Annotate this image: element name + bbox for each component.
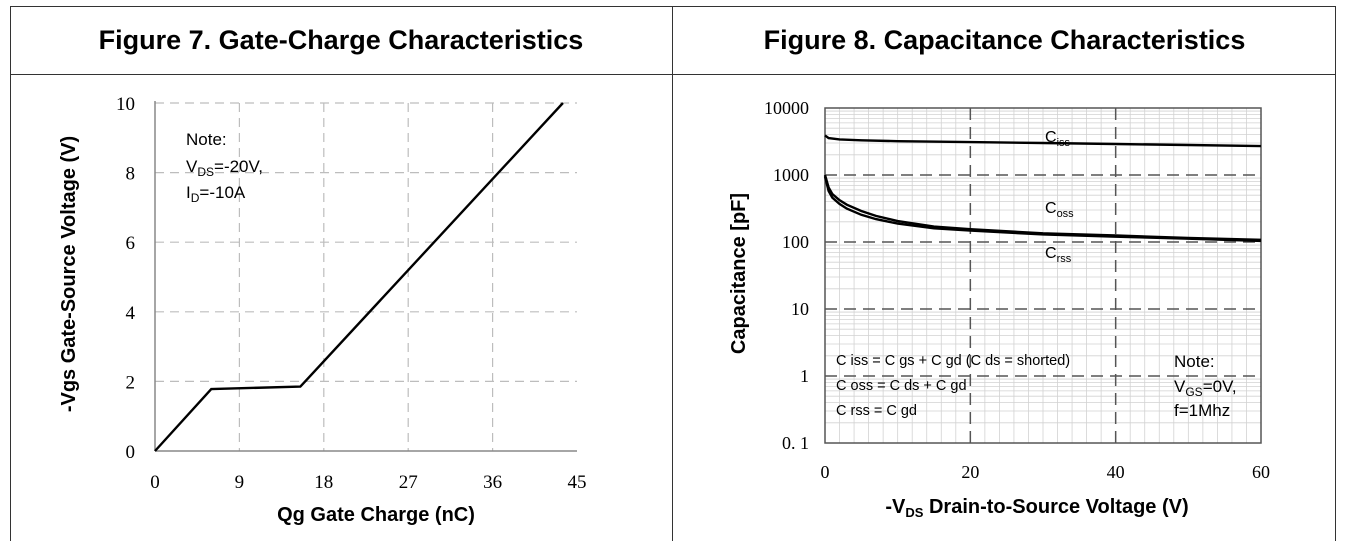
fig8-note-vgs: VGS=0V,: [1174, 377, 1237, 399]
fig8-series-line-iss: [824, 134, 1262, 148]
fig7-x-tick-label: 0: [150, 472, 160, 493]
figure-8-title: Figure 8. Capacitance Characteristics: [763, 24, 1246, 55]
fig8-y-tick-label: 1000: [773, 165, 809, 185]
fig7-note-vds: VDS=-20V,: [186, 157, 263, 179]
fig7-x-tick-label: 9: [235, 472, 245, 493]
panel-divider: [672, 6, 673, 541]
fig7-y-tick-label: 8: [126, 164, 136, 185]
fig8-x-tick-label: 0: [821, 462, 830, 482]
fig8-y-tick-label: 0. 1: [782, 433, 809, 453]
figure-frame: [10, 6, 1336, 541]
fig8-y-tick-label: 1: [800, 366, 809, 386]
fig8-x-tick-label: 20: [961, 462, 979, 482]
header-divider: [10, 74, 1336, 75]
fig8-y-tick-label: 100: [782, 232, 809, 252]
fig8-x-tick-label: 60: [1252, 462, 1270, 482]
fig8-y-tick-label: 10: [791, 299, 809, 319]
fig8-series-label-rss: Crss: [1045, 245, 1072, 265]
fig8-x-tick-label: 40: [1107, 462, 1125, 482]
fig8-plot-frame: [824, 107, 1262, 444]
fig7-y-tick-label: 0: [126, 442, 136, 463]
fig7-note-id: ID=-10A: [186, 183, 246, 205]
fig7-y-tick-label: 6: [126, 233, 136, 254]
fig7-x-axis-label: Qg Gate Charge (nC): [277, 504, 475, 526]
fig7-y-axis-label: -Vgs Gate-Source Voltage (V): [58, 136, 80, 412]
fig8-series-label-oss: Coss: [1045, 200, 1074, 220]
fig7-y-tick-label: 10: [116, 94, 135, 115]
fig7-x-tick-label: 27: [399, 472, 418, 493]
fig8-series-label-iss: Ciss: [1045, 129, 1071, 149]
fig8-formula: C oss = C ds + C gd: [836, 378, 967, 394]
fig7-x-tick-label: 45: [568, 472, 587, 493]
fig7-series-line: [154, 102, 564, 452]
fig7-y-tick-label: 4: [126, 303, 136, 324]
fig8-formula: C iss = C gs + C gd (C ds = shorted): [836, 353, 1070, 369]
figure-7-title: Figure 7. Gate-Charge Characteristics: [98, 24, 584, 55]
fig8-x-axis-label: -VDS Drain-to-Source Voltage (V): [885, 496, 1188, 520]
fig7-x-tick-label: 18: [314, 472, 333, 493]
fig7-y-tick-label: 2: [126, 372, 136, 393]
fig8-note-freq: f=1Mhz: [1174, 401, 1230, 420]
fig8-note-title: Note:: [1174, 352, 1215, 371]
fig7-x-tick-label: 36: [483, 472, 502, 493]
fig8-formula: C rss = C gd: [836, 403, 917, 419]
fig8-series-line-rss: [823, 176, 1262, 243]
fig8-y-axis-label: Capacitance [pF]: [728, 193, 750, 354]
fig8-y-tick-label: 10000: [764, 98, 809, 118]
fig7-note-title: Note:: [186, 130, 227, 149]
